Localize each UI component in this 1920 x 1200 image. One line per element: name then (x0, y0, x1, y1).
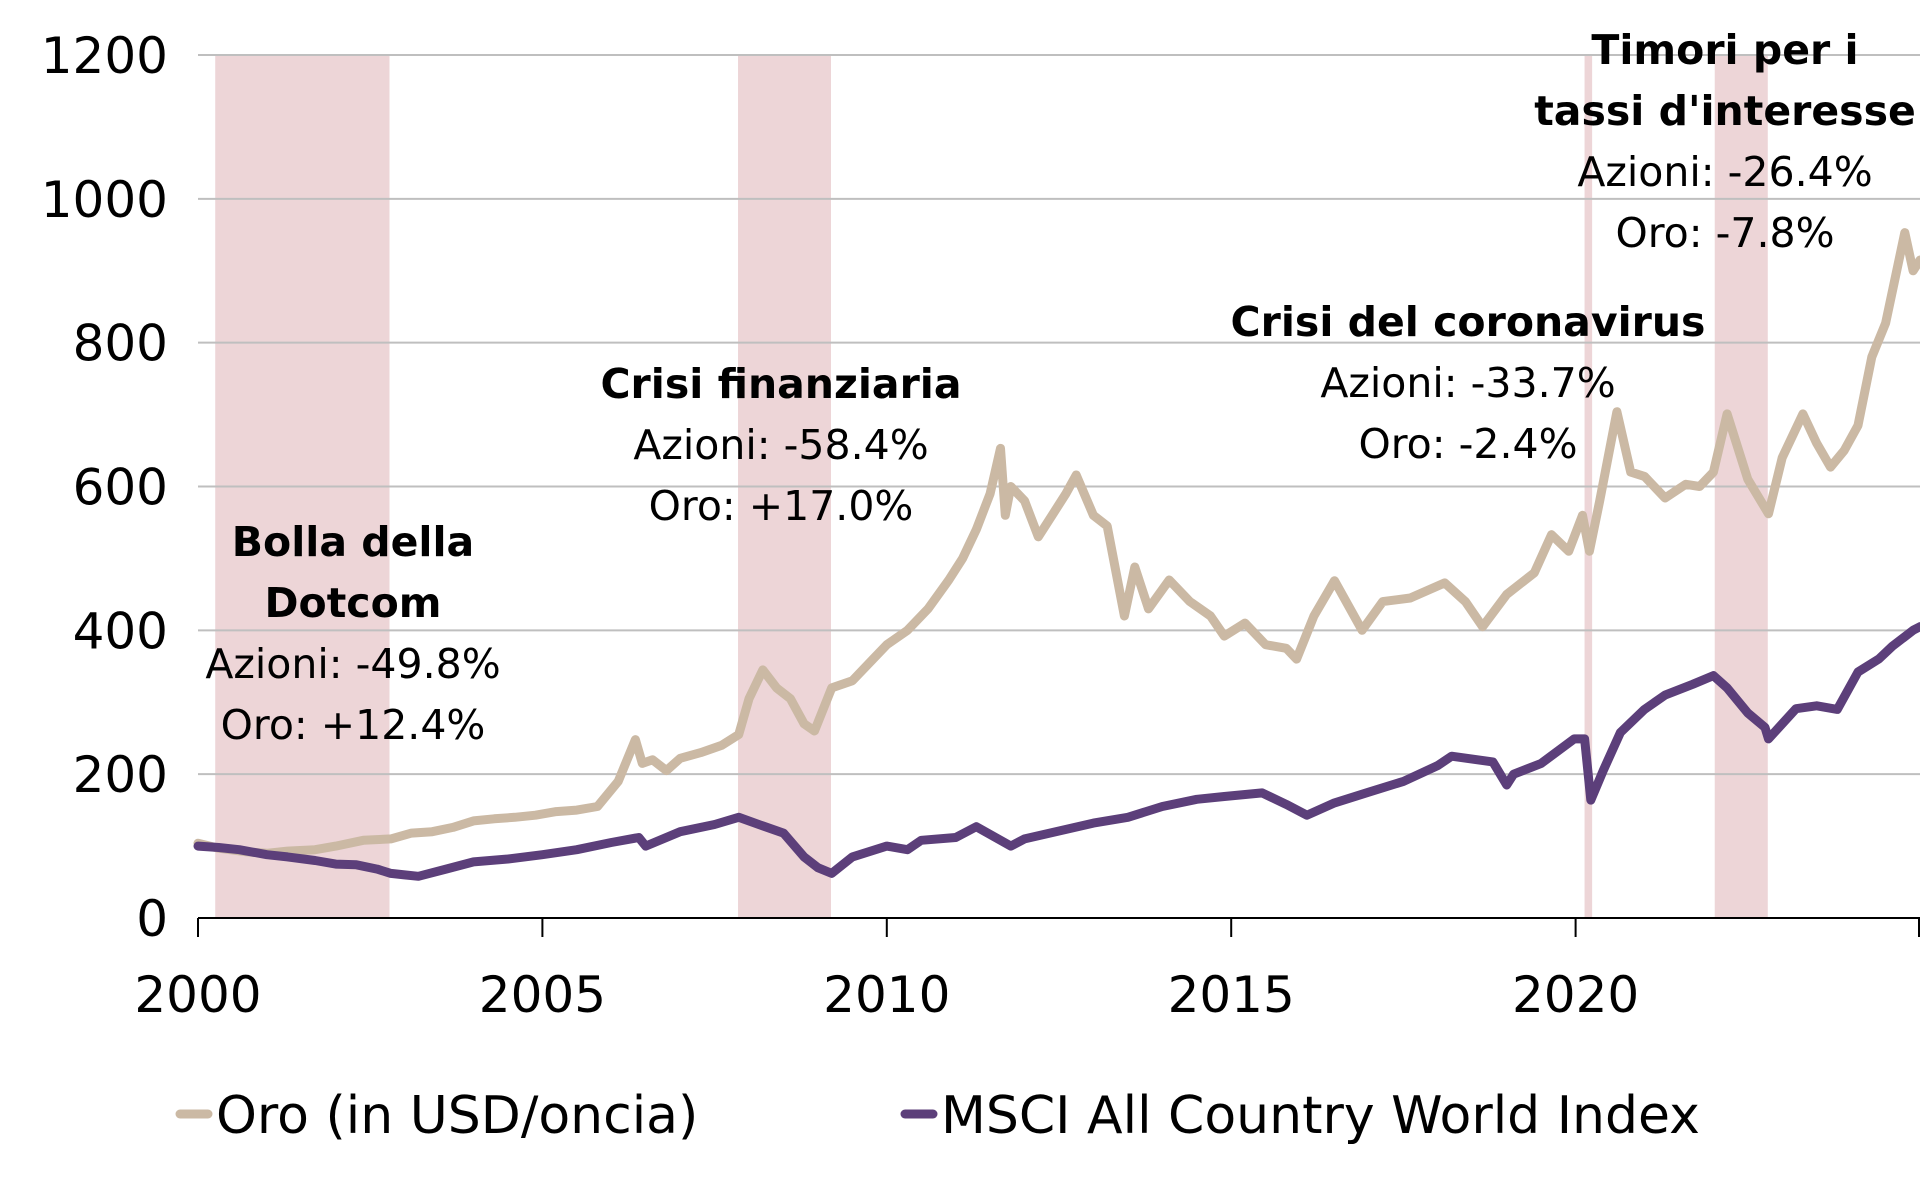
tick-labels: 0 200 400 600 800 1000 1200 2000 2005 2010 2015 202… (41, 27, 1639, 1024)
legend: Oro (in USD/oncia) MSCI All Country World… (175, 1086, 1700, 1146)
x-tick-label: 2005 (479, 966, 606, 1024)
series-line-msci (193, 622, 1920, 881)
annotation-stat-gold: Oro: +17.0% (649, 482, 914, 530)
annotation-title: tassi d'interesse (1534, 87, 1916, 135)
x-tick-label: 2010 (823, 966, 950, 1024)
x-tick-label: 2020 (1512, 966, 1639, 1024)
x-tick-label: 2000 (134, 966, 261, 1024)
y-tick-label: 1200 (41, 27, 168, 85)
series-lines (193, 228, 1920, 881)
annotation-title: Bolla della (232, 518, 474, 566)
annotation-title: Crisi finanziaria (600, 360, 961, 408)
legend-item-gold: Oro (in USD/oncia) (175, 1086, 698, 1146)
annotation-stat-gold: Oro: +12.4% (221, 701, 486, 749)
y-tick-label: 1000 (41, 171, 168, 229)
annotation-coronavirus: Crisi del coronavirus Azioni: -33.7% Oro: … (1231, 298, 1706, 468)
annotation-stat-stocks: Azioni: -26.4% (1577, 148, 1872, 196)
legend-label: Oro (in USD/oncia) (216, 1086, 698, 1146)
annotations: Bolla della Dotcom Azioni: -49.8% Oro: +12.… (205, 26, 1915, 749)
y-tick-label: 200 (73, 746, 168, 804)
gridlines (198, 54, 1920, 776)
y-tick-label: 400 (73, 602, 168, 660)
annotation-financial-crisis: Crisi finanziaria Azioni: -58.4% Oro: +17.… (600, 360, 961, 530)
annotation-title: Dotcom (265, 579, 442, 627)
annotation-dotcom: Bolla della Dotcom Azioni: -49.8% Oro: +12.… (205, 518, 500, 749)
y-tick-label: 0 (136, 890, 168, 948)
annotation-rate-fears: Timori per i tassi d'interesse Azioni: -26… (1534, 26, 1916, 257)
annotation-stat-stocks: Azioni: -33.7% (1320, 359, 1615, 407)
annotation-title: Crisi del coronavirus (1231, 298, 1706, 346)
axes (197, 917, 1920, 937)
legend-item-msci: MSCI All Country World Index (900, 1086, 1700, 1146)
annotation-stat-stocks: Azioni: -49.8% (205, 640, 500, 688)
annotation-title: Timori per i (1591, 26, 1858, 74)
legend-label: MSCI All Country World Index (941, 1086, 1700, 1146)
annotation-stat-gold: Oro: -7.8% (1615, 209, 1834, 257)
y-tick-label: 600 (73, 459, 168, 517)
annotation-stat-stocks: Azioni: -58.4% (633, 421, 928, 469)
x-tick-label: 2015 (1168, 966, 1295, 1024)
annotation-stat-gold: Oro: -2.4% (1358, 420, 1577, 468)
series-line-gold (193, 228, 1920, 858)
y-tick-label: 800 (73, 315, 168, 373)
